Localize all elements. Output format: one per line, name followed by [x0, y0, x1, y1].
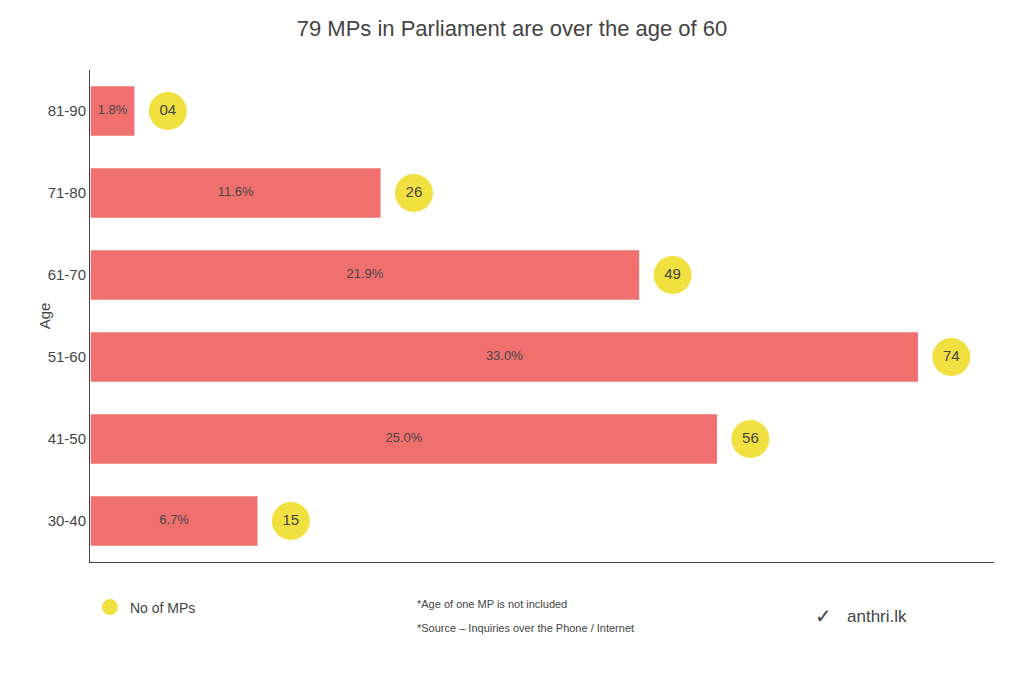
svg-text:74: 74 [943, 347, 960, 364]
svg-text:30-40: 30-40 [48, 512, 86, 529]
svg-text:✓: ✓ [815, 605, 832, 627]
svg-text:71-80: 71-80 [48, 184, 86, 201]
svg-text:41-50: 41-50 [48, 430, 86, 447]
svg-text:15: 15 [283, 511, 300, 528]
svg-text:49: 49 [664, 265, 681, 282]
svg-text:anthri.lk: anthri.lk [847, 607, 907, 626]
svg-text:51-60: 51-60 [48, 348, 86, 365]
svg-text:1.8%: 1.8% [98, 102, 128, 117]
svg-text:79 MPs in Parliament are over: 79 MPs in Parliament are over the age of… [297, 16, 727, 41]
svg-text:*Source – Inquiries over the P: *Source – Inquiries over the Phone / Int… [417, 622, 634, 634]
svg-text:25.0%: 25.0% [385, 430, 422, 445]
svg-text:6.7%: 6.7% [159, 512, 189, 527]
svg-text:04: 04 [159, 101, 176, 118]
svg-text:*Age of one MP is not included: *Age of one MP is not included [417, 598, 567, 610]
svg-text:No of MPs: No of MPs [130, 600, 195, 616]
svg-text:33.0%: 33.0% [486, 348, 523, 363]
svg-text:Age: Age [36, 303, 53, 330]
svg-text:56: 56 [742, 429, 759, 446]
svg-text:26: 26 [406, 183, 423, 200]
svg-text:11.6%: 11.6% [218, 184, 254, 199]
svg-text:21.9%: 21.9% [347, 266, 384, 281]
svg-text:81-90: 81-90 [48, 102, 86, 119]
svg-text:61-70: 61-70 [48, 266, 86, 283]
